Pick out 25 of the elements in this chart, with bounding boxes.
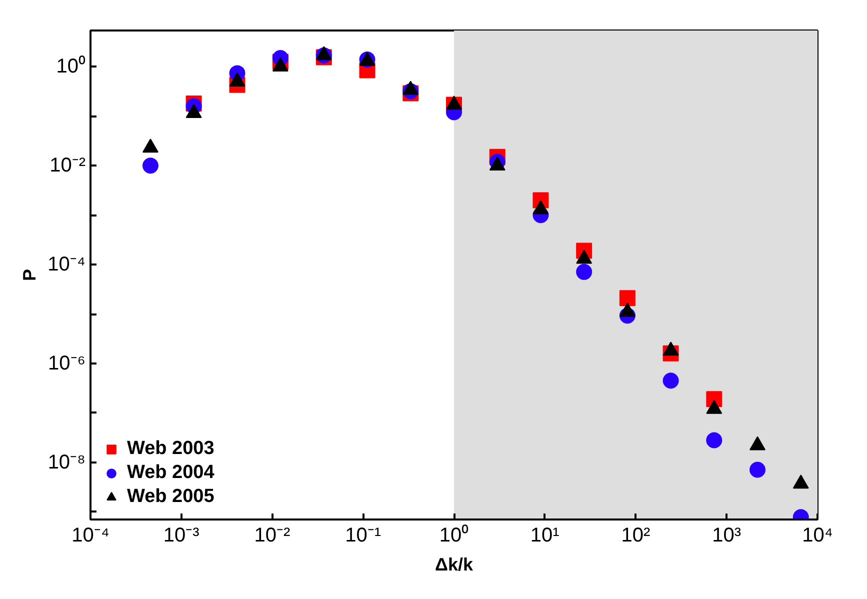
y-axis-title: P: [20, 268, 40, 282]
point: [142, 158, 158, 174]
x-tick-label: 10⁻²: [254, 524, 291, 546]
y-tick-label: 10⁰: [56, 54, 86, 78]
x-axis-title: Δk/k: [435, 554, 474, 574]
x-tick-label: 10¹: [530, 524, 560, 546]
x-tick-label: 10⁰: [439, 524, 469, 546]
legend-label: Web 2003: [127, 438, 214, 460]
point: [750, 462, 766, 478]
point: [706, 432, 722, 448]
legend-label: Web 2004: [127, 462, 214, 484]
x-tick-label: 10⁻³: [163, 524, 200, 546]
legend-label: Web 2005: [127, 486, 214, 508]
y-tick-label: 10⁻⁴: [48, 254, 86, 276]
point: [576, 264, 592, 280]
y-tick-label: 10⁻⁸: [48, 451, 86, 474]
x-tick-label: 10⁻¹: [345, 524, 382, 546]
x-tick-label: 10⁴: [802, 524, 833, 546]
x-tick-label: 10⁻⁴: [72, 524, 110, 546]
point: [662, 372, 679, 389]
x-tick-label: 10³: [712, 524, 742, 546]
y-tick-label: 10⁻²: [50, 154, 86, 177]
x-tick-label: 10²: [621, 524, 651, 546]
y-tick-label: 10⁻⁶: [48, 352, 86, 374]
point: [619, 290, 636, 306]
